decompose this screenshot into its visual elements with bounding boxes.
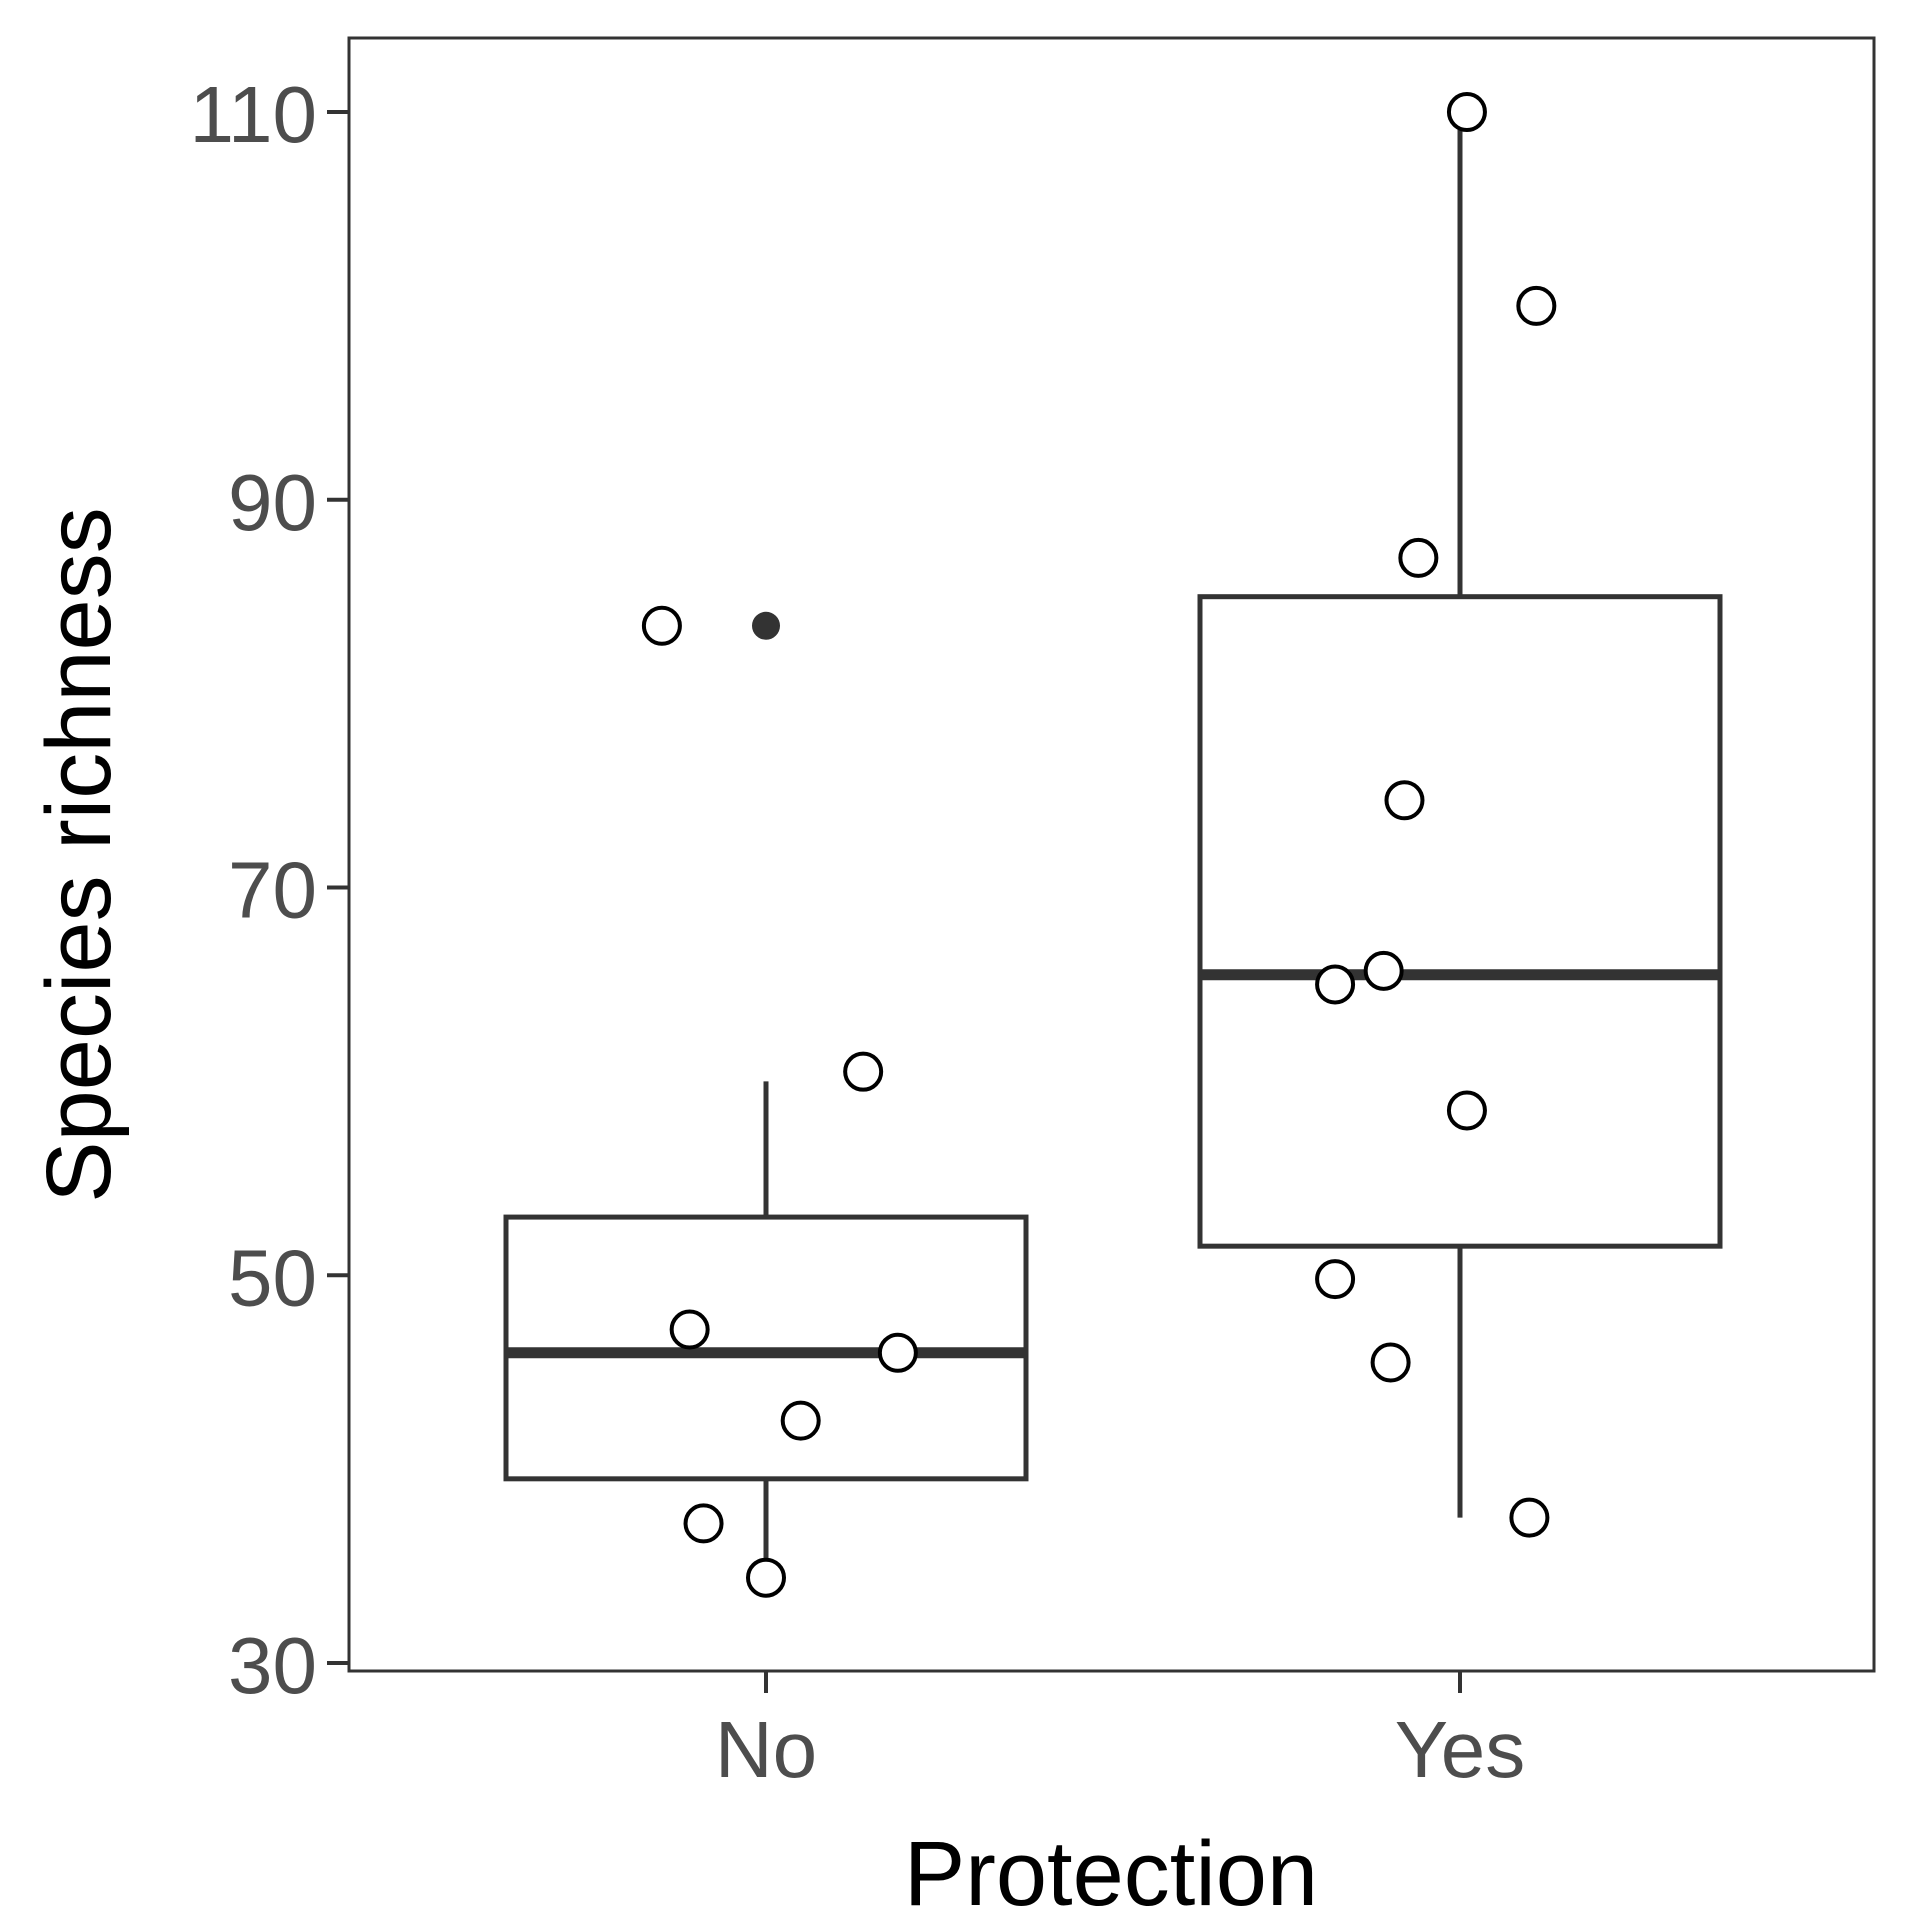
outlier-point-no-0 (752, 611, 780, 640)
x-tick-label-yes: Yes (1395, 1705, 1526, 1794)
data-point-yes-8 (1516, 285, 1557, 326)
data-point-yes-14 (1315, 1259, 1356, 1300)
x-axis-title: Protection (904, 1823, 1318, 1925)
box-yes (1197, 594, 1723, 1249)
y-axis-title: Species richness (28, 507, 130, 1202)
data-point-yes-12 (1315, 964, 1356, 1005)
y-tick-label-30: 30 (228, 1621, 317, 1710)
data-point-yes-15 (1370, 1342, 1411, 1383)
data-point-no-2 (669, 1309, 710, 1350)
data-point-no-5 (683, 1503, 724, 1544)
data-point-yes-7 (1446, 92, 1487, 132)
data-point-no-1 (843, 1051, 884, 1092)
y-tick-label-90: 90 (228, 458, 317, 547)
data-point-yes-16 (1509, 1497, 1550, 1538)
data-point-no-6 (746, 1557, 786, 1598)
points-layer (641, 92, 1557, 1598)
data-point-no-4 (780, 1400, 821, 1441)
data-point-yes-13 (1446, 1090, 1487, 1131)
x-tick-label-no: No (715, 1705, 817, 1794)
data-point-yes-9 (1398, 537, 1439, 578)
data-point-yes-11 (1363, 950, 1404, 991)
y-tick-label-70: 70 (228, 846, 317, 935)
axes-layer: 30 50 70 90 110 No Yes (189, 70, 1525, 1794)
y-tick-label-50: 50 (228, 1233, 317, 1322)
boxes-layer (503, 112, 1723, 1586)
data-point-no-0 (641, 605, 682, 646)
data-point-no-3 (877, 1332, 918, 1373)
y-tick-label-110: 110 (189, 70, 317, 159)
data-point-yes-10 (1384, 780, 1425, 821)
panel-border (347, 36, 1876, 1673)
